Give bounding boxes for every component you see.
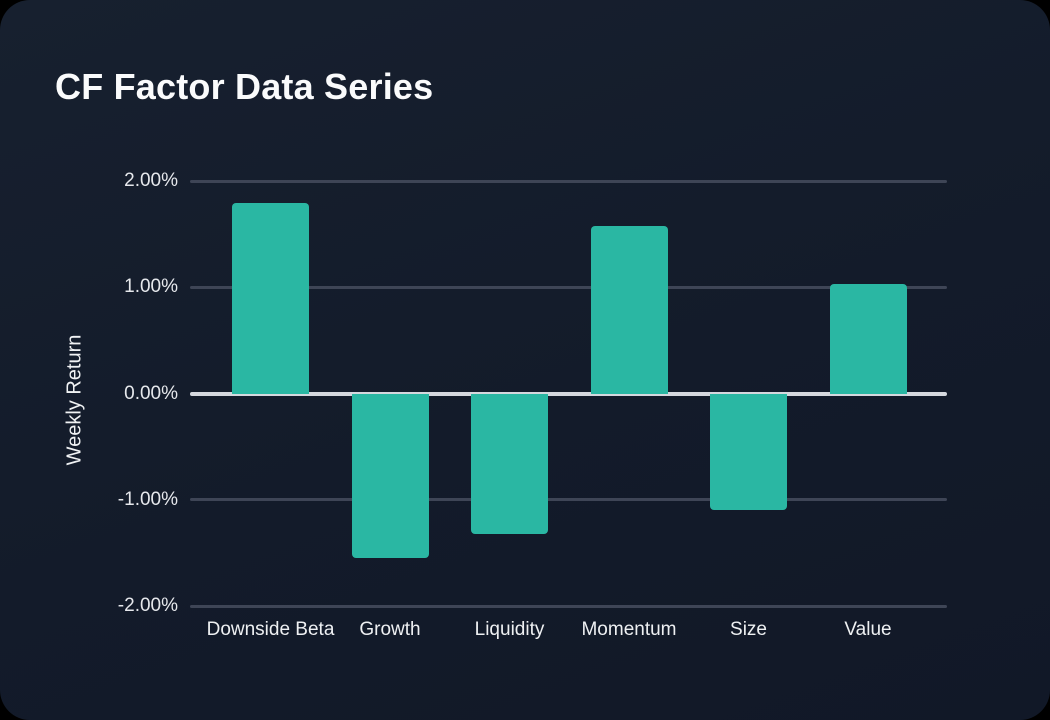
bar-growth[interactable] — [351, 393, 429, 559]
gridline — [190, 285, 947, 289]
y-tick-label: 2.00% — [124, 170, 178, 191]
y-tick-label: -1.00% — [117, 488, 178, 510]
gridline — [190, 604, 947, 608]
bar-size[interactable] — [710, 393, 787, 511]
x-tick-label: Downside Beta — [206, 619, 335, 640]
chart-title: CF Factor Data Series — [55, 66, 434, 107]
bar-liquidity[interactable] — [471, 393, 548, 534]
x-tick-label: Growth — [359, 619, 421, 640]
bar-value[interactable] — [829, 284, 907, 394]
x-tick-label: Liquidity — [474, 619, 545, 640]
gridline — [190, 498, 947, 502]
y-tick-label: 1.00% — [124, 276, 178, 298]
bar-momentum[interactable] — [590, 225, 668, 394]
y-tick-label: 0.00% — [124, 382, 178, 404]
gridline — [190, 179, 947, 183]
bar-downside-beta[interactable] — [232, 203, 309, 394]
x-tick-label: Value — [844, 619, 892, 640]
x-tick-label: Size — [730, 619, 767, 640]
zero-line — [190, 391, 947, 396]
x-tick-label: Momentum — [581, 619, 677, 640]
y-tick-label: -2.00% — [117, 595, 178, 616]
